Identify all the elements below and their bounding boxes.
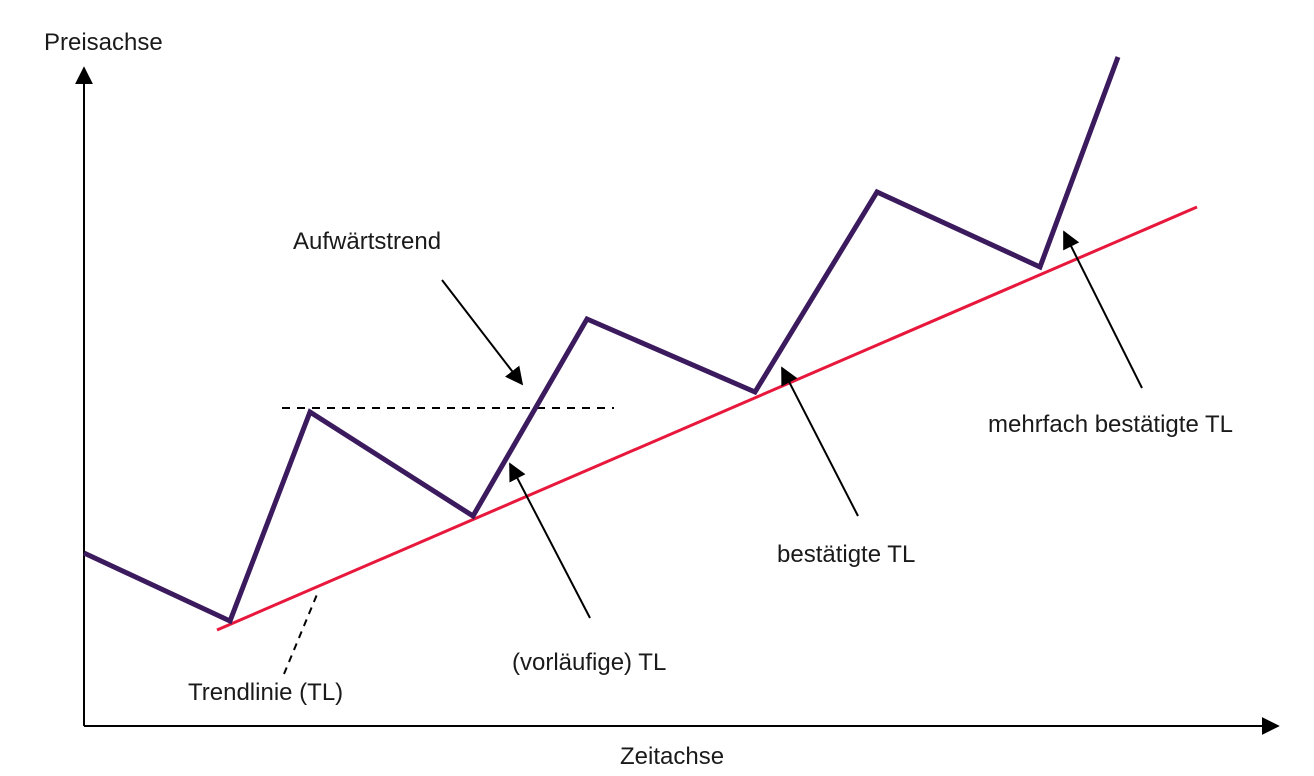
uptrend-arrow (441, 279, 524, 386)
provisional-tl-arrow (509, 462, 591, 619)
confirmed-tl-label: bestätigte TL (777, 541, 915, 568)
confirmed-tl-arrow (781, 366, 859, 517)
multi-confirmed-tl-arrow (1063, 230, 1143, 389)
x-axis-label: Zeitachse (620, 743, 724, 770)
price-line (82, 56, 1121, 625)
uptrend-label: Aufwärtstrend (293, 228, 441, 255)
trend-line (216, 205, 1198, 632)
trendline-label-connector (283, 591, 319, 675)
trendline-label: Trendlinie (TL) (188, 679, 343, 706)
provisional-tl-label: (vorläufige) TL (512, 649, 666, 676)
y-axis-label: Preisachse (44, 29, 163, 56)
multi-confirmed-tl-label: mehrfach bestätigte TL (988, 411, 1233, 438)
